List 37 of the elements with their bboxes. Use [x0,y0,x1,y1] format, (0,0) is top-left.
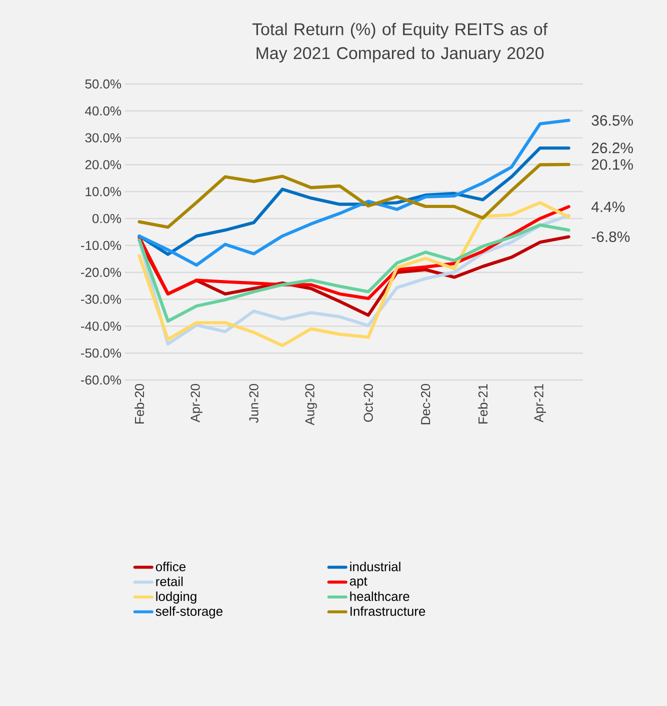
legend-label: lodging [156,592,196,604]
legend-label: office [156,562,186,572]
legend-label: healthcare [350,592,410,602]
y-tick-label: 30.0% [85,133,122,142]
x-tick-label: Jun-20 [249,384,258,423]
x-tick-label: Apr-21 [534,384,546,422]
x-tick-label: Apr-20 [190,384,202,422]
x-tick-label: Dec-20 [420,384,430,424]
y-tick-label: 50.0% [85,79,122,89]
legend-label: industrial [350,562,400,572]
y-tick-label: 0.0% [92,214,122,224]
line-series [138,118,570,267]
legend-label: retail [156,576,183,586]
x-tick-label: Feb-21 [478,384,488,424]
text: -6.8% [592,231,630,242]
chart-title: Total Return (%) of Equity REITS as of May 2021 Compared to January 2020 [252,22,548,63]
y-tick-label: -40.0% [81,322,122,331]
text: 36.5% [592,115,633,126]
text: 20.1% [592,159,633,170]
legend-label: apt [350,577,368,588]
y-tick-label: -10.0% [81,240,122,250]
y-tick-label: -50.0% [81,348,122,358]
x-tick-label: Oct-20 [364,384,373,422]
line-series [138,162,570,229]
x-tick-label: Feb-20 [134,384,144,424]
line-series [138,223,570,323]
y-tick-label: -30.0% [81,294,122,304]
text: 4.4% [591,202,625,212]
text: 26.2% [592,142,633,154]
y-tick-label: 40.0% [85,106,122,116]
y-tick-label: 10.0% [86,187,122,196]
y-tick-label: -60.0% [81,375,122,385]
x-tick-label: Aug-20 [305,384,317,426]
legend-label: Infrastructure [350,606,426,616]
legend-label: self-storage [156,606,222,618]
y-tick-label: 20.0% [85,160,122,170]
y-tick-label: -20.0% [81,268,122,277]
